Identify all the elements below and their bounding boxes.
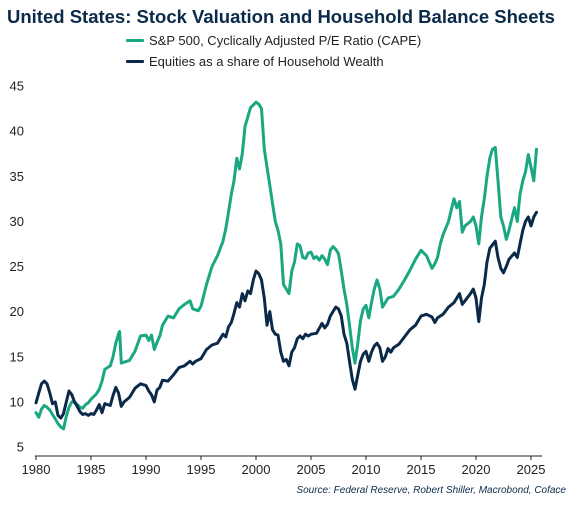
legend-swatch-cape (126, 39, 144, 42)
y-tick-label: 15 (10, 349, 24, 364)
x-tick-label: 1980 (22, 462, 51, 477)
x-tick-label: 1985 (77, 462, 106, 477)
y-axis: 5 10 15 20 25 30 35 40 45 (10, 79, 24, 455)
x-tick-label: 2020 (462, 462, 491, 477)
series-line-equities (34, 210, 538, 420)
x-tick-label: 2025 (517, 462, 546, 477)
x-tick-label: 2000 (242, 462, 271, 477)
x-tick-label: 2015 (407, 462, 436, 477)
chart-legend: S&P 500, Cyclically Adjusted P/E Ratio (… (126, 30, 421, 72)
y-tick-label: 25 (10, 259, 24, 274)
legend-item-cape: S&P 500, Cyclically Adjusted P/E Ratio (… (126, 30, 421, 51)
legend-swatch-equities (126, 60, 144, 63)
y-tick-label: 35 (10, 169, 24, 184)
x-tick-label: 2005 (297, 462, 326, 477)
source-note: Source: Federal Reserve, Robert Shiller,… (296, 485, 566, 496)
x-tick-label: 2010 (352, 462, 381, 477)
legend-label-cape: S&P 500, Cyclically Adjusted P/E Ratio (… (149, 33, 422, 48)
y-tick-label: 30 (10, 214, 24, 229)
y-tick-label: 45 (10, 79, 24, 94)
series-lines (34, 100, 538, 431)
series-line-cape (34, 100, 538, 431)
y-tick-label: 5 (17, 440, 24, 455)
y-tick-label: 10 (10, 394, 24, 409)
chart-title: United States: Stock Valuation and House… (7, 6, 555, 27)
legend-item-equities: Equities as a share of Household Wealth (126, 51, 421, 72)
legend-label-equities: Equities as a share of Household Wealth (149, 54, 384, 69)
y-tick-label: 40 (10, 124, 24, 139)
x-tick-label: 1995 (187, 462, 216, 477)
y-tick-label: 20 (10, 304, 24, 319)
x-axis: 1980 1985 1990 1995 2000 2005 2010 2015 2020 2025 (22, 456, 546, 477)
x-tick-label: 1990 (132, 462, 161, 477)
